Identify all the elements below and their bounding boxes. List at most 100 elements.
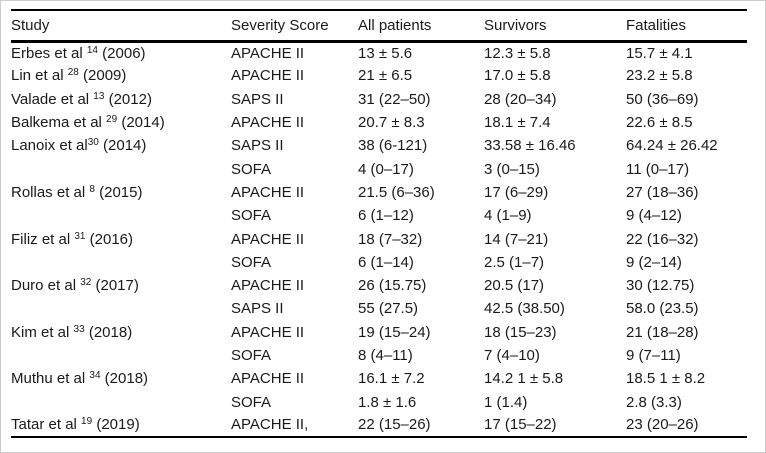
column-header-survivors: Survivors	[484, 9, 626, 43]
column-header-fatalities: Fatalities	[626, 9, 747, 43]
study-cell: Rollas et al 8 (2015)	[11, 181, 231, 204]
survivors-cell: 14 (7–21)	[484, 230, 549, 248]
fatalities-cell: 27 (18–36)	[626, 183, 699, 201]
survivors-cell: 17 (15–22)	[484, 413, 626, 439]
study-cell	[11, 204, 231, 227]
all-patients-cell: 21.5 (6–36)	[358, 183, 435, 201]
study-year: (2018)	[84, 323, 133, 341]
severity-score-cell: SOFA	[231, 253, 272, 271]
study-ref-superscript: 29	[106, 114, 118, 126]
study-name: Tatar et al	[11, 416, 82, 434]
study-cell	[11, 297, 231, 320]
table-row: Duro et al 32 (2017) APACHE II 26 (15.75) 2…	[11, 274, 747, 297]
study-cell	[11, 344, 231, 367]
severity-score-cell: APACHE II	[231, 114, 305, 132]
study-name: Valade et al	[11, 90, 94, 108]
survivors-cell: 2.5 (1–7)	[484, 253, 545, 271]
table-row: SOFA 8 (4–11) 7 (4–10) 9 (7–11)	[11, 344, 747, 367]
fatalities-cell: 18.5 1 ± 8.2	[626, 370, 706, 388]
study-name: Duro et al	[11, 277, 81, 295]
survivors-cell: 4 (1–9)	[484, 207, 532, 225]
fatalities-cell: 9 (2–14)	[626, 253, 682, 271]
survivors-cell: 33.58 ± 16.46	[484, 137, 576, 155]
survivors-cell: 17.0 ± 5.8	[484, 67, 551, 85]
study-cell: Filiz et al 31 (2016)	[11, 227, 231, 250]
study-name: Kim et al	[11, 323, 74, 341]
all-patients-cell: 6 (1–14)	[358, 253, 414, 271]
study-cell: Erbes et al 14 (2006)	[11, 41, 231, 64]
severity-score-cell: APACHE II,	[231, 413, 358, 439]
study-name: Lin et al	[11, 67, 68, 85]
survivors-cell: 3 (0–15)	[484, 160, 540, 178]
survivors-cell: 17 (6–29)	[484, 183, 549, 201]
fatalities-cell: 11 (0–17)	[626, 160, 690, 178]
all-patients-cell: 19 (15–24)	[358, 323, 431, 341]
study-ref-superscript: 19	[81, 416, 93, 428]
study-year: (2015)	[94, 183, 143, 201]
study-year: (2017)	[91, 277, 139, 295]
all-patients-cell: 8 (4–11)	[358, 347, 413, 364]
fatalities-cell: 21 (18–28)	[626, 323, 699, 341]
table-row: SAPS II 55 (27.5) 42.5 (38.50) 58.0 (23.5)	[11, 297, 747, 320]
study-year: (2018)	[100, 370, 149, 388]
all-patients-cell: 55 (27.5)	[358, 300, 419, 318]
table-row: Erbes et al 14 (2006) APACHE II 13 ± 5.6 12…	[11, 41, 747, 64]
table-row: Lin et al 28 (2009) APACHE II 21 ± 6.5 17.0…	[11, 64, 747, 87]
fatalities-cell: 23 (20–26)	[626, 413, 747, 439]
fatalities-cell: 64.24 ± 26.42	[626, 137, 718, 155]
table-row: Rollas et al 8 (2015) APACHE II 21.5 (6–36…	[11, 181, 747, 204]
column-header-study: Study	[11, 9, 231, 43]
table-row: Lanoix et al30 (2014) SAPS II 38 (6-121) 33…	[11, 134, 747, 157]
study-ref-superscript: 31	[74, 230, 86, 242]
study-year: (2014)	[98, 137, 147, 155]
all-patients-cell: 38 (6-121)	[358, 137, 428, 155]
all-patients-cell: 13 ± 5.6	[358, 44, 413, 62]
study-cell	[11, 251, 231, 274]
severity-scores-table: Study Severity Score All patients Surviv…	[11, 9, 747, 439]
fatalities-cell: 30 (12.75)	[626, 277, 695, 295]
table-header-row: Study Severity Score All patients Surviv…	[11, 9, 747, 43]
study-cell: Valade et al 13 (2012)	[11, 88, 231, 111]
study-cell: Lin et al 28 (2009)	[11, 64, 231, 87]
severity-score-cell: APACHE II	[231, 230, 305, 248]
study-name: Lanoix et al	[11, 137, 88, 155]
study-name: Muthu et al	[11, 370, 90, 388]
study-cell	[11, 390, 231, 413]
survivors-cell: 20.5 (17)	[484, 277, 545, 295]
severity-score-cell: SOFA	[231, 160, 272, 178]
fatalities-cell: 9 (4–12)	[626, 207, 682, 225]
all-patients-cell: 20.7 ± 8.3	[358, 114, 425, 132]
study-name: Erbes et al	[11, 44, 87, 62]
study-ref-superscript: 32	[80, 277, 92, 289]
survivors-cell: 28 (20–34)	[484, 90, 557, 108]
all-patients-cell: 16.1 ± 7.2	[358, 370, 425, 388]
all-patients-cell: 21 ± 6.5	[358, 67, 413, 85]
severity-score-cell: SOFA	[231, 393, 272, 411]
table-row: SOFA 4 (0–17) 3 (0–15) 11 (0–17)	[11, 157, 747, 180]
survivors-cell: 12.3 ± 5.8	[484, 44, 551, 62]
study-ref-superscript: 33	[73, 323, 85, 335]
all-patients-cell: 22 (15–26)	[358, 413, 484, 439]
study-cell: Lanoix et al30 (2014)	[11, 134, 231, 157]
all-patients-cell: 18 (7–32)	[358, 230, 423, 248]
table-row: SOFA 6 (1–12) 4 (1–9) 9 (4–12)	[11, 204, 747, 227]
all-patients-cell: 31 (22–50)	[358, 90, 431, 108]
all-patients-cell: 1.8 ± 1.6	[358, 393, 417, 411]
survivors-cell: 42.5 (38.50)	[484, 300, 565, 318]
severity-score-cell: SAPS II	[231, 300, 284, 318]
study-cell: Duro et al 32 (2017)	[11, 274, 231, 297]
column-header-severity-score: Severity Score	[231, 9, 358, 43]
table-row: Filiz et al 31 (2016) APACHE II 18 (7–32) 1…	[11, 227, 747, 250]
severity-score-cell: APACHE II	[231, 323, 305, 341]
all-patients-cell: 6 (1–12)	[358, 207, 414, 225]
table-row: Kim et al 33 (2018) APACHE II 19 (15–24) 18…	[11, 321, 747, 344]
survivors-cell: 14.2 1 ± 5.8	[484, 370, 564, 388]
severity-score-cell: SAPS II	[231, 90, 284, 108]
study-cell: Tatar et al 19 (2019)	[11, 413, 231, 439]
severity-score-cell: SAPS II	[231, 137, 284, 155]
table-row: Valade et al 13 (2012) SAPS II 31 (22–50) 2…	[11, 88, 747, 111]
table-body: Erbes et al 14 (2006) APACHE II 13 ± 5.6 12…	[11, 41, 747, 439]
survivors-cell: 18.1 ± 7.4	[484, 114, 551, 132]
study-ref-superscript: 28	[67, 67, 79, 79]
fatalities-cell: 58.0 (23.5)	[626, 300, 699, 318]
